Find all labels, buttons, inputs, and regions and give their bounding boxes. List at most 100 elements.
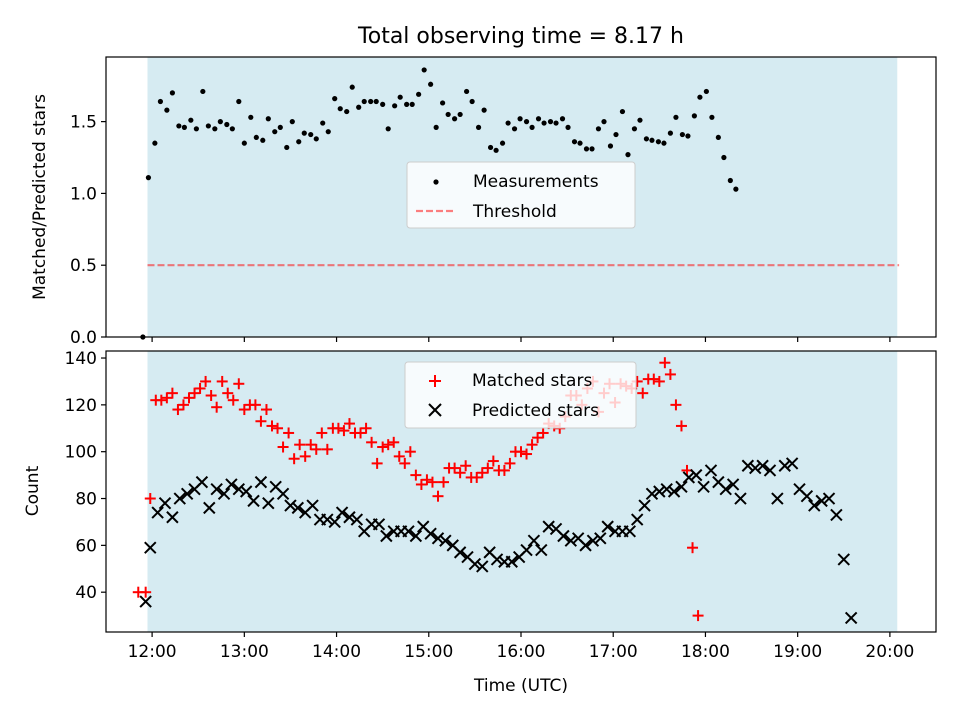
measurement-point	[571, 139, 578, 145]
measurement-point	[421, 67, 427, 73]
matched-star-marker	[299, 450, 311, 462]
measurement-point	[643, 136, 650, 142]
measurement-point	[649, 137, 655, 143]
measurement-point	[655, 139, 662, 145]
matched-star-marker	[332, 422, 344, 434]
ratio-y-axis-label: Matched/Predicted stars	[30, 94, 50, 300]
measurement-point	[440, 100, 446, 106]
count-x-tick-label: 19:00	[773, 642, 822, 662]
measurement-point	[332, 96, 338, 102]
count-y-axis-label: Count	[23, 465, 43, 516]
matched-star-marker	[487, 455, 499, 467]
matched-star-marker	[404, 446, 416, 458]
count-y-tick-label: 40	[75, 583, 97, 603]
measurement-point	[613, 131, 619, 138]
matched-star-marker	[476, 467, 488, 479]
matched-star-marker	[260, 404, 272, 416]
matched-star-marker	[504, 457, 516, 469]
measurement-point	[541, 120, 547, 126]
predicted-star-marker	[372, 518, 386, 531]
measurement-point	[361, 98, 367, 105]
measurement-point	[679, 131, 685, 138]
matched-star-marker	[310, 443, 322, 455]
measurement-point	[368, 98, 374, 105]
predicted-star-marker	[291, 501, 305, 515]
measurement-point	[697, 94, 703, 100]
ratio-y-tick-label: 0.5	[70, 256, 97, 276]
predicted-star-marker	[822, 492, 836, 505]
predicted-star-marker	[785, 457, 799, 470]
predicted-star-marker	[542, 520, 555, 533]
predicted-star-marker	[424, 527, 437, 540]
ratio-panel: 0.0 0.5 1.0 1.5 Matched/Predicted stars Mea…	[30, 56, 937, 348]
predicted-star-marker	[844, 611, 858, 625]
predicted-star-marker	[232, 482, 246, 496]
predicted-star-marker	[380, 529, 393, 543]
ratio-legend-box	[406, 161, 636, 229]
predicted-star-marker	[837, 553, 850, 566]
predicted-star-marker	[225, 478, 238, 491]
count-x-tick-label: 16:00	[497, 642, 546, 662]
matched-star-marker	[255, 415, 267, 427]
predicted-star-marker	[321, 513, 334, 526]
count-x-tick-label: 18:00	[681, 642, 730, 662]
measurement-point	[344, 108, 350, 115]
matched-star-marker	[460, 460, 472, 472]
ratio-y-tick-label: 0.0	[70, 328, 97, 348]
measurement-point	[511, 126, 518, 132]
measurement-point	[493, 147, 499, 153]
matched-star-marker	[410, 469, 422, 481]
chart-title: Total observing time = 8.17 h	[357, 24, 684, 49]
measurement-point	[380, 101, 386, 107]
predicted-star-marker	[247, 494, 260, 508]
predicted-star-marker	[579, 539, 592, 552]
predicted-star-marker	[630, 513, 644, 526]
measurement-point	[703, 88, 709, 95]
measurement-point	[284, 144, 290, 151]
predicted-star-marker	[476, 560, 489, 573]
predicted-star-marker	[431, 532, 445, 545]
x-axis-label: Time (UTC)	[473, 676, 568, 696]
measurement-point	[505, 120, 511, 126]
predicted-star-marker	[402, 525, 415, 538]
measurement-point	[308, 131, 314, 138]
predicted-star-marker	[144, 541, 157, 554]
measurement-point	[667, 130, 674, 136]
measurement-point	[349, 84, 355, 90]
measurement-point	[463, 88, 470, 95]
matched-star-marker	[140, 586, 152, 598]
matched-star-marker	[338, 425, 350, 437]
matched-star-marker	[183, 392, 195, 404]
predicted-star-marker	[453, 546, 467, 559]
count-y-tick-label: 120	[65, 396, 97, 416]
count-axes-frame	[105, 350, 937, 633]
matched-star-marker	[675, 420, 687, 432]
measurement-point	[145, 175, 152, 181]
measurement-point	[181, 124, 187, 130]
matched-star-marker	[305, 439, 317, 451]
matched-star-marker	[283, 427, 295, 439]
measurement-point	[248, 114, 254, 120]
predicted-star-marker	[808, 499, 821, 512]
predicted-star-marker	[350, 513, 364, 526]
matched-star-marker	[498, 464, 510, 476]
predicted-star-marker	[439, 534, 452, 547]
predicted-star-marker	[749, 461, 762, 475]
matched-star-marker	[366, 436, 378, 448]
predicted-star-marker	[139, 595, 152, 608]
measurement-point	[535, 116, 542, 122]
count-x-tick-label: 17:00	[589, 642, 638, 662]
matched-star-marker	[177, 399, 189, 411]
ratio-y-tick-label: 1.5	[70, 113, 97, 133]
legend-label-predicted: Predicted stars	[472, 401, 599, 421]
measurement-point	[265, 116, 271, 122]
predicted-star-marker	[675, 480, 688, 494]
count-y-tick-label: 80	[75, 490, 97, 510]
matched-star-marker	[670, 399, 682, 411]
measurement-point	[320, 120, 326, 126]
predicted-star-marker	[166, 511, 179, 524]
ratio-y-ticks: 0.0 0.5 1.0 1.5	[70, 113, 106, 348]
measurement-point	[428, 81, 434, 87]
measurement-point	[487, 144, 494, 151]
